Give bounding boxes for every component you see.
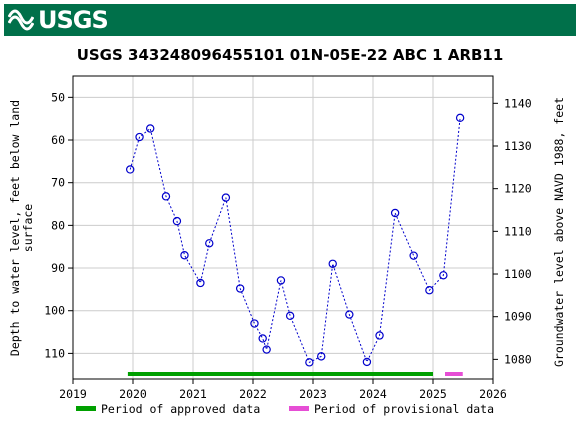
x-tick-label: 2026 [479, 387, 507, 401]
header-bar [4, 4, 576, 36]
x-tick-label: 2022 [239, 387, 267, 401]
y-axis-left: 50 60 70 80 90 100 110 [44, 90, 73, 360]
series-line [129, 117, 461, 364]
data-point [235, 284, 245, 293]
data-point [172, 216, 182, 226]
y-right-tick-label: 1080 [504, 352, 532, 366]
y-right-tick-label: 1120 [504, 182, 532, 196]
x-tick-label: 2021 [179, 387, 207, 401]
data-point [135, 132, 144, 142]
plot-frame [72, 75, 494, 380]
data-point [345, 310, 354, 319]
y-axis-right: 1080 1090 1100 1110 1120 1130 1140 [493, 96, 532, 366]
legend: Period of approved data Period of provis… [76, 402, 494, 416]
y-left-tick-label: 90 [51, 261, 65, 275]
legend-approved-swatch [76, 406, 96, 411]
data-point [276, 276, 286, 285]
usgs-header-banner: USGS [0, 0, 580, 40]
data-point [262, 345, 271, 354]
x-tick-label: 2024 [359, 387, 387, 401]
data-point [196, 278, 205, 288]
legend-approved-label: Period of approved data [101, 402, 260, 416]
data-point [409, 251, 418, 260]
data-point [328, 259, 337, 268]
data-point [180, 251, 189, 260]
data-periods [127, 372, 463, 376]
data-point [375, 331, 384, 340]
data-series [126, 113, 465, 367]
data-point [126, 165, 135, 174]
y-right-tick-label: 1110 [504, 224, 532, 238]
approved-period-bar [127, 372, 433, 376]
y-axis-left-label-line2: surface [21, 204, 35, 253]
y-left-tick-label: 100 [44, 304, 65, 318]
data-point [258, 334, 267, 343]
y-axis-left-label-line1: Depth to water level, feet below land [8, 100, 22, 356]
x-tick-label: 2019 [59, 387, 87, 401]
data-point [425, 286, 434, 295]
data-point [455, 113, 465, 123]
data-point [305, 358, 314, 367]
usgs-wave-icon [8, 9, 34, 31]
y-right-tick-label: 1130 [504, 139, 532, 153]
data-point [221, 193, 231, 202]
y-left-tick-label: 80 [51, 218, 65, 232]
x-tick-label: 2020 [119, 387, 147, 401]
data-point [362, 357, 372, 367]
y-left-tick-label: 70 [51, 176, 65, 190]
data-point [317, 352, 326, 361]
y-right-tick-label: 1100 [504, 267, 532, 281]
provisional-period-bar [445, 372, 463, 376]
x-tick-label: 2023 [299, 387, 327, 401]
legend-provisional-swatch [289, 406, 309, 411]
data-point [285, 311, 295, 321]
data-point [250, 319, 259, 328]
data-point [439, 271, 448, 280]
y-right-tick-label: 1090 [504, 310, 532, 324]
data-point [146, 124, 155, 133]
y-axis-right-label: Groundwater level above NAVD 1988, feet [552, 97, 566, 367]
y-right-tick-label: 1140 [504, 96, 532, 110]
x-axis: 2019 2020 2021 2022 2023 2024 2025 2026 [59, 379, 507, 401]
y-left-tick-label: 60 [51, 133, 65, 147]
usgs-logo-text: USGS [38, 6, 109, 34]
data-point [390, 208, 400, 218]
x-tick-label: 2025 [419, 387, 447, 401]
data-point [161, 192, 171, 201]
data-point [205, 239, 214, 248]
usgs-logo[interactable]: USGS [8, 4, 109, 36]
y-left-tick-label: 110 [44, 346, 65, 360]
legend-provisional-label: Period of provisional data [314, 402, 494, 416]
y-left-tick-label: 50 [51, 90, 65, 104]
grid [73, 76, 493, 379]
chart-title: USGS 343248096455101 01N-05E-22 ABC 1 AR… [77, 46, 504, 64]
